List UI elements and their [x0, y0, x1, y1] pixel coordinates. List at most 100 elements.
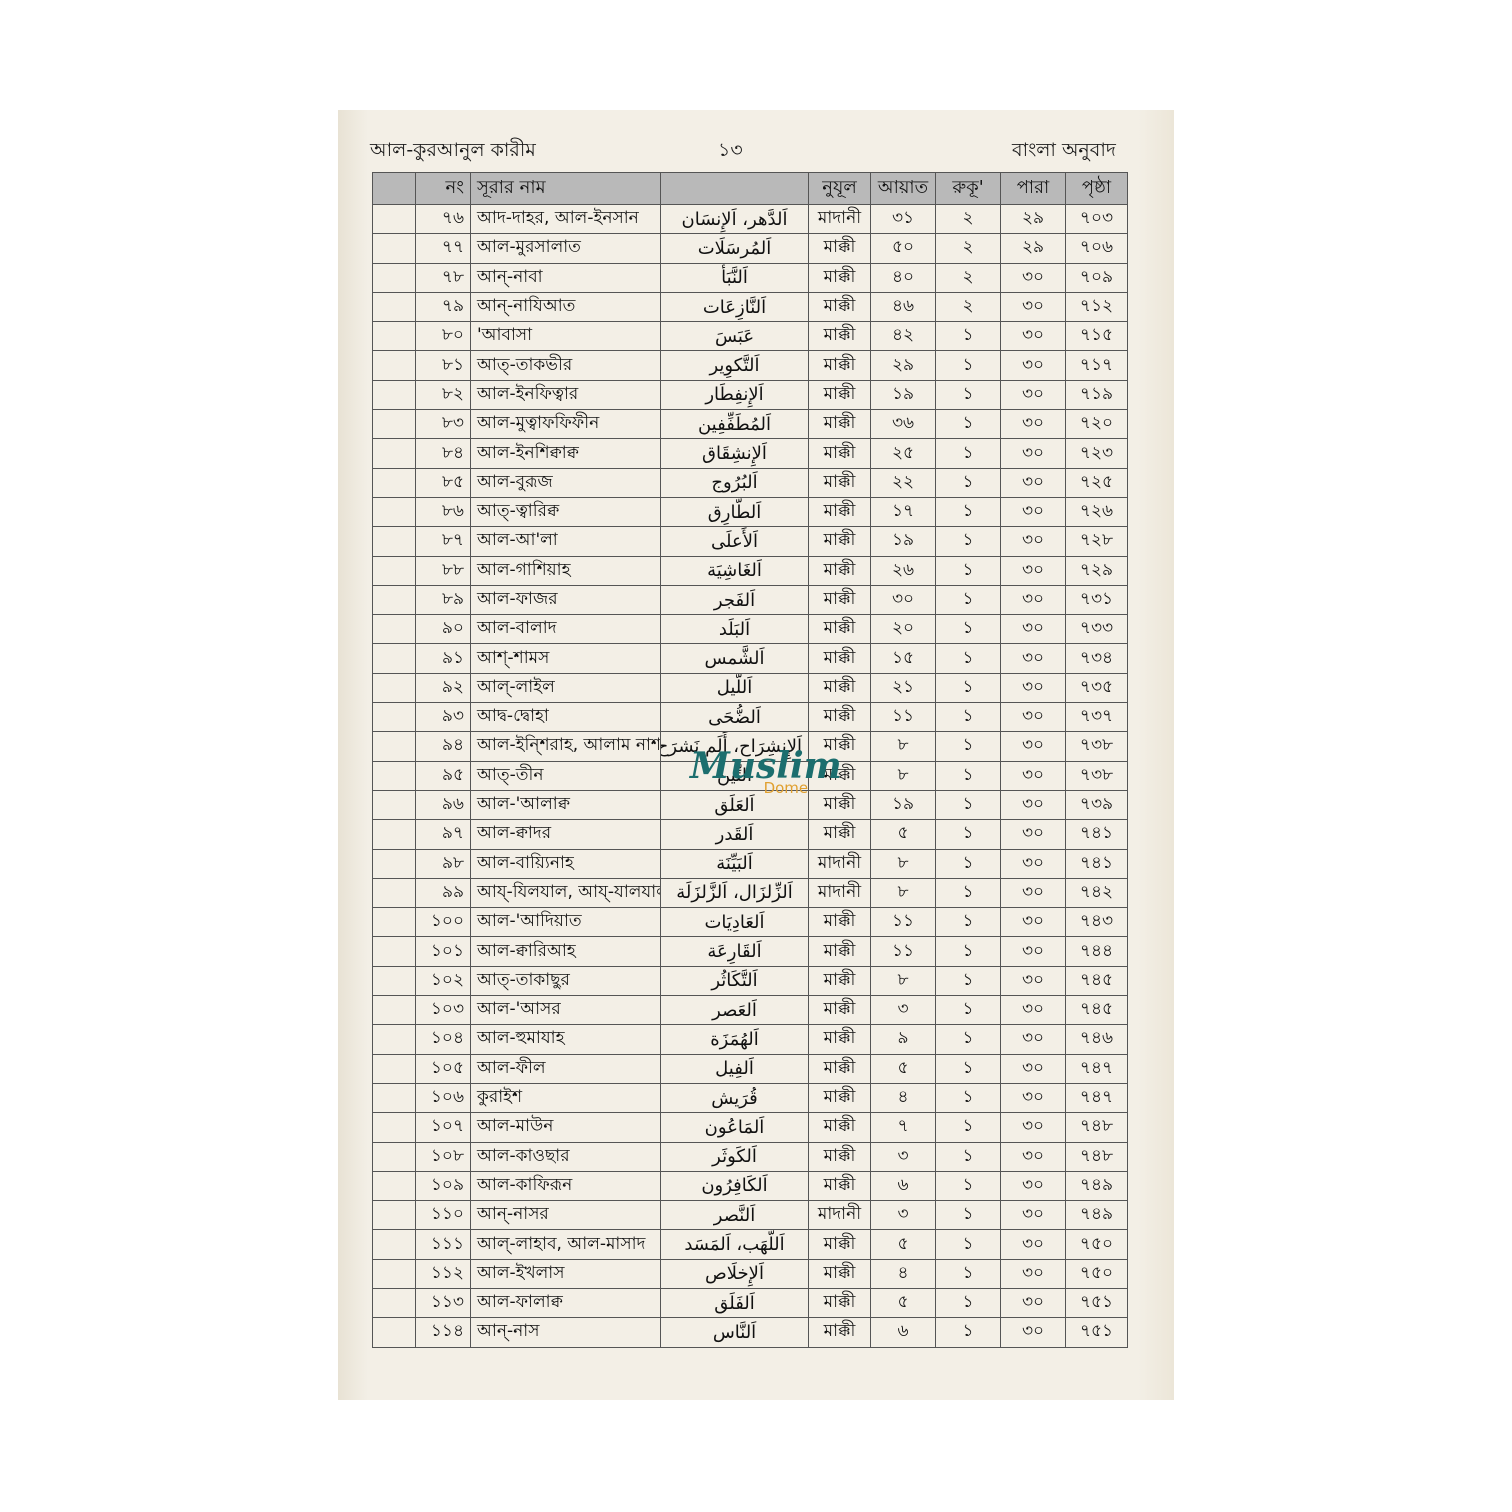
ruku: ১	[935, 1141, 1001, 1172]
para: ২৯	[1000, 203, 1066, 235]
page: ৭৩৮	[1065, 731, 1128, 762]
revelation: মাদানী	[808, 203, 871, 235]
blank-cell	[372, 819, 416, 850]
surah-number: ১০০	[415, 907, 471, 938]
arabic-name: اَلكَافِرُون	[660, 1170, 809, 1202]
surah-name: আত্-তাকাছুর	[470, 965, 661, 997]
blank-cell	[372, 584, 416, 616]
table-row: ৮৪ আল-ইনশিক্বাক্ব اَلإِنشِقَاق মাক্কী ২৫ ১ ৩০ ৭…	[372, 438, 1128, 469]
surah-number: ১১২	[415, 1258, 471, 1289]
verses: ১৫	[870, 643, 936, 674]
para: ৩০	[1000, 877, 1066, 909]
arabic-name: اَلإِنشِقَاق	[660, 438, 809, 469]
table-row: ১০২ আত্-তাকাছুর اَلتَّكَاثُر মাক্কী ৮ ১ ৩০ ৭৪৫	[372, 965, 1128, 997]
revelation: মাক্কী	[808, 819, 871, 850]
watermark: Muslim Dome	[690, 745, 842, 797]
para: ৩০	[1000, 760, 1066, 791]
blank-cell	[372, 1141, 416, 1172]
table-row: ১০১ আল-ক্বারিআহ اَلقَارِعَة মাক্কী ১১ ১ ৩০ ৭৪৪	[372, 936, 1128, 967]
arabic-name: اَلبُرُوج	[660, 467, 809, 498]
surah-number: ৮৩	[415, 409, 471, 440]
revelation: মাক্কী	[808, 1287, 871, 1319]
verses: ২৯	[870, 350, 936, 381]
surah-number: ৯৫	[415, 760, 471, 791]
surah-name: আল-বালাদ	[470, 614, 661, 645]
page: ৭৪১	[1065, 819, 1128, 850]
para: ৩০	[1000, 555, 1066, 586]
arabic-name: اَلنَّاس	[660, 1317, 809, 1348]
page: ৭৪৮	[1065, 1112, 1128, 1143]
arabic-name: اَللَّهَب، اَلمَسَد	[660, 1229, 809, 1260]
para: ৩০	[1000, 936, 1066, 967]
verses: ৪০	[870, 262, 936, 293]
blank-cell	[372, 1024, 416, 1055]
table-row: ১১০ আন্-নাসর اَلنَّصر মাদানী ৩ ১ ৩০ ৭৪৯	[372, 1200, 1128, 1231]
surah-number: ১১৩	[415, 1287, 471, 1319]
surah-name: আল-মুরসালাত	[470, 233, 661, 264]
surah-number: ১০৩	[415, 995, 471, 1026]
table-row: ১১৪ আন্-নাস اَلنَّاس মাক্কী ৬ ১ ৩০ ৭৫১	[372, 1317, 1128, 1348]
blank-cell	[372, 496, 416, 528]
para: ৩০	[1000, 907, 1066, 938]
table-row: ১০৫ আল-ফীল اَلفِيل মাক্কী ৫ ১ ৩০ ৭৪৭	[372, 1053, 1128, 1084]
surah-name: আল-ইনফিত্বার	[470, 379, 661, 411]
table-row: ১০৪ আল-হুমাযাহ اَلهُمَزَة মাক্কী ৯ ১ ৩০ ৭৪৬	[372, 1024, 1128, 1055]
verses: ৫	[870, 1287, 936, 1319]
revelation: মাক্কী	[808, 438, 871, 469]
blank-cell	[372, 1258, 416, 1289]
verses: ২১	[870, 672, 936, 704]
page: ৭৪৫	[1065, 965, 1128, 997]
arabic-name: اَلكَوثَر	[660, 1141, 809, 1172]
page: ৭৩৫	[1065, 672, 1128, 704]
verses: ৩৬	[870, 409, 936, 440]
verses: ৬	[870, 1170, 936, 1202]
arabic-name: اَلنَّبَأ	[660, 262, 809, 293]
verses: ১৭	[870, 496, 936, 528]
revelation: মাক্কী	[808, 1082, 871, 1114]
revelation: মাক্কী	[808, 233, 871, 264]
surah-number: ৭৮	[415, 262, 471, 293]
surah-name: আদ-দাহর, আল-ইনসান	[470, 203, 661, 235]
revelation: মাক্কী	[808, 262, 871, 293]
revelation: মাক্কী	[808, 1229, 871, 1260]
verses: ১৯	[870, 379, 936, 411]
revelation: মাক্কী	[808, 467, 871, 498]
para: ৩০	[1000, 643, 1066, 674]
page: ৭৪৯	[1065, 1170, 1128, 1202]
blank-cell	[372, 321, 416, 352]
surah-name: আল্-লাহাব, আল-মাসাদ	[470, 1229, 661, 1260]
arabic-name: اَللَّيل	[660, 672, 809, 704]
surah-number: ১১৪	[415, 1317, 471, 1348]
ruku: ১	[935, 1170, 1001, 1202]
running-title: আল-কুরআনুল কারীম	[370, 139, 536, 161]
surah-name: আল-আ'লা	[470, 526, 661, 557]
surah-number: ১০৫	[415, 1053, 471, 1084]
para: ৩০	[1000, 496, 1066, 528]
revelation: মাদানী	[808, 877, 871, 909]
blank-cell	[660, 172, 809, 205]
arabic-name: اَلفَجر	[660, 584, 809, 616]
surah-name: আল-ইন্শিরাহ, আলাম নাশরাহ	[470, 731, 661, 762]
ruku: ১	[935, 379, 1001, 411]
table-row: ১০৯ আল-কাফিরূন اَلكَافِرُون মাক্কী ৬ ১ ৩০ ৭৪৯	[372, 1170, 1128, 1202]
revelation: মাদানী	[808, 848, 871, 879]
blank-cell	[372, 672, 416, 704]
running-subtitle: বাংলা অনুবাদ	[1012, 139, 1116, 161]
surah-number: ৭৯	[415, 291, 471, 323]
ruku: ১	[935, 936, 1001, 967]
ruku: ১	[935, 350, 1001, 381]
column-header: নুযূল	[808, 172, 871, 205]
revelation: মাক্কী	[808, 789, 871, 821]
page: ৭৫১	[1065, 1287, 1128, 1319]
surah-name: 'আবাসা	[470, 321, 661, 352]
revelation: মাক্কী	[808, 1258, 871, 1289]
para: ৩০	[1000, 1200, 1066, 1231]
verses: ১১	[870, 936, 936, 967]
ruku: ১	[935, 1112, 1001, 1143]
blank-cell	[372, 555, 416, 586]
page: ৭৪৬	[1065, 1024, 1128, 1055]
page: ৭৪৭	[1065, 1053, 1128, 1084]
arabic-name: اَلقَدر	[660, 819, 809, 850]
page: ৭৫০	[1065, 1258, 1128, 1289]
